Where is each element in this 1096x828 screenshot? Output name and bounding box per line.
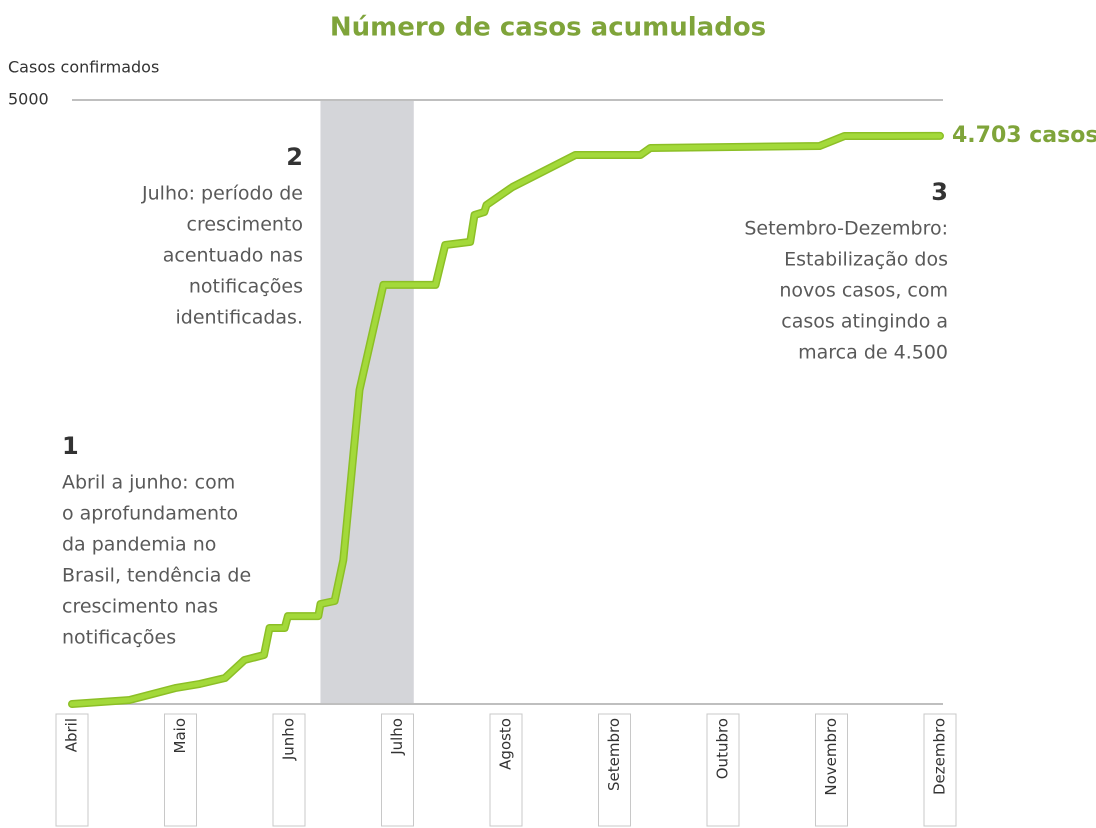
x-tick-box (815, 713, 848, 827)
annotation-text: da pandemia no (62, 534, 216, 556)
x-tick-box (272, 713, 306, 827)
x-tick-label: Dezembro (931, 718, 949, 795)
annotation-text: Setembro-Dezembro: (744, 218, 948, 240)
x-tick-label: Setembro (605, 718, 623, 791)
x-tick-box (489, 713, 523, 827)
annotation-text: notificações (189, 276, 303, 298)
x-tick-box (598, 713, 631, 827)
line (69, 133, 943, 707)
annotation-text: novos casos, com (779, 280, 948, 302)
annotation-text: casos atingindo a (781, 311, 948, 333)
annotation-text: Abril a junho: com (62, 472, 235, 494)
x-tick-label: Novembro (822, 718, 840, 796)
annotation-text: acentuado nas (163, 245, 303, 267)
end-label: 4.703 casos (952, 123, 1096, 148)
x-tick-label: Julho (388, 718, 406, 756)
shaded-period (320, 100, 414, 704)
annotation-text: o aprofundamento (62, 503, 238, 525)
x-tick-label: Maio (171, 718, 189, 753)
annotation-number: 1 (62, 432, 79, 460)
chart-title: Número de casos acumulados (330, 13, 766, 43)
x-tick-box (706, 713, 740, 827)
y-axis-label: Casos confirmados (8, 58, 159, 77)
annotation-text: Julho: período de (141, 183, 303, 205)
annotation-text: marca de 4.500 (798, 342, 948, 364)
x-tick-label: Junho (280, 718, 298, 761)
annotation-number: 2 (286, 143, 303, 171)
annotation-text: Estabilização dos (784, 249, 948, 271)
annotation-text: notificações (62, 627, 176, 649)
x-tick-box (923, 713, 957, 827)
annotation-text: crescimento nas (62, 596, 218, 618)
x-tick-label: Outubro (714, 718, 732, 779)
x-tick-label: Agosto (497, 718, 515, 770)
annotation-text: Brasil, tendência de (62, 565, 251, 587)
annotation-number: 3 (931, 178, 948, 206)
x-tick-box (381, 713, 414, 827)
annotation-text: crescimento (187, 214, 303, 236)
y-tick-label: 5000 (8, 90, 49, 109)
x-tick-box (164, 713, 197, 827)
x-tick-label: Abril (63, 718, 81, 752)
x-tick-box (55, 713, 89, 827)
annotation-text: identificadas. (176, 307, 304, 329)
